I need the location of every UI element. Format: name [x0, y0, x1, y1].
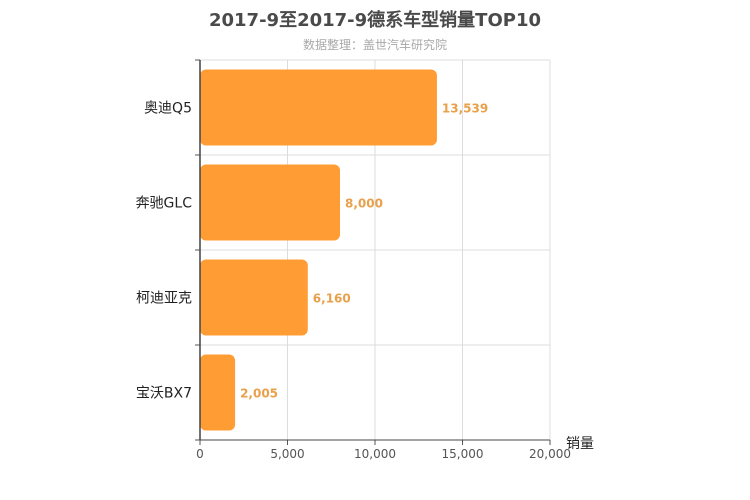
x-tick-label: 0 — [196, 447, 204, 461]
bar — [200, 354, 236, 431]
x-tick-label: 20,000 — [529, 447, 571, 461]
chart-title: 2017-9至2017-9德系车型销量TOP10 — [208, 10, 541, 31]
value-label: 2,005 — [240, 387, 278, 401]
value-label: 6,160 — [313, 292, 351, 306]
category-label: 奥迪Q5 — [144, 100, 192, 117]
value-label: 8,000 — [345, 197, 383, 211]
x-tick-label: 15,000 — [442, 447, 484, 461]
value-label: 13,539 — [442, 102, 488, 116]
bar — [200, 164, 340, 241]
bar — [200, 259, 308, 336]
category-label: 宝沃BX7 — [136, 386, 192, 402]
bar — [200, 69, 437, 146]
x-tick-label: 10,000 — [354, 447, 396, 461]
x-tick-label: 5,000 — [270, 447, 304, 461]
category-label: 奔驰GLC — [136, 196, 193, 212]
category-label: 柯迪亚克 — [136, 291, 192, 307]
x-axis-label: 销量 — [566, 436, 594, 452]
chart-subtitle: 数据整理：盖世汽车研究院 — [302, 38, 447, 52]
